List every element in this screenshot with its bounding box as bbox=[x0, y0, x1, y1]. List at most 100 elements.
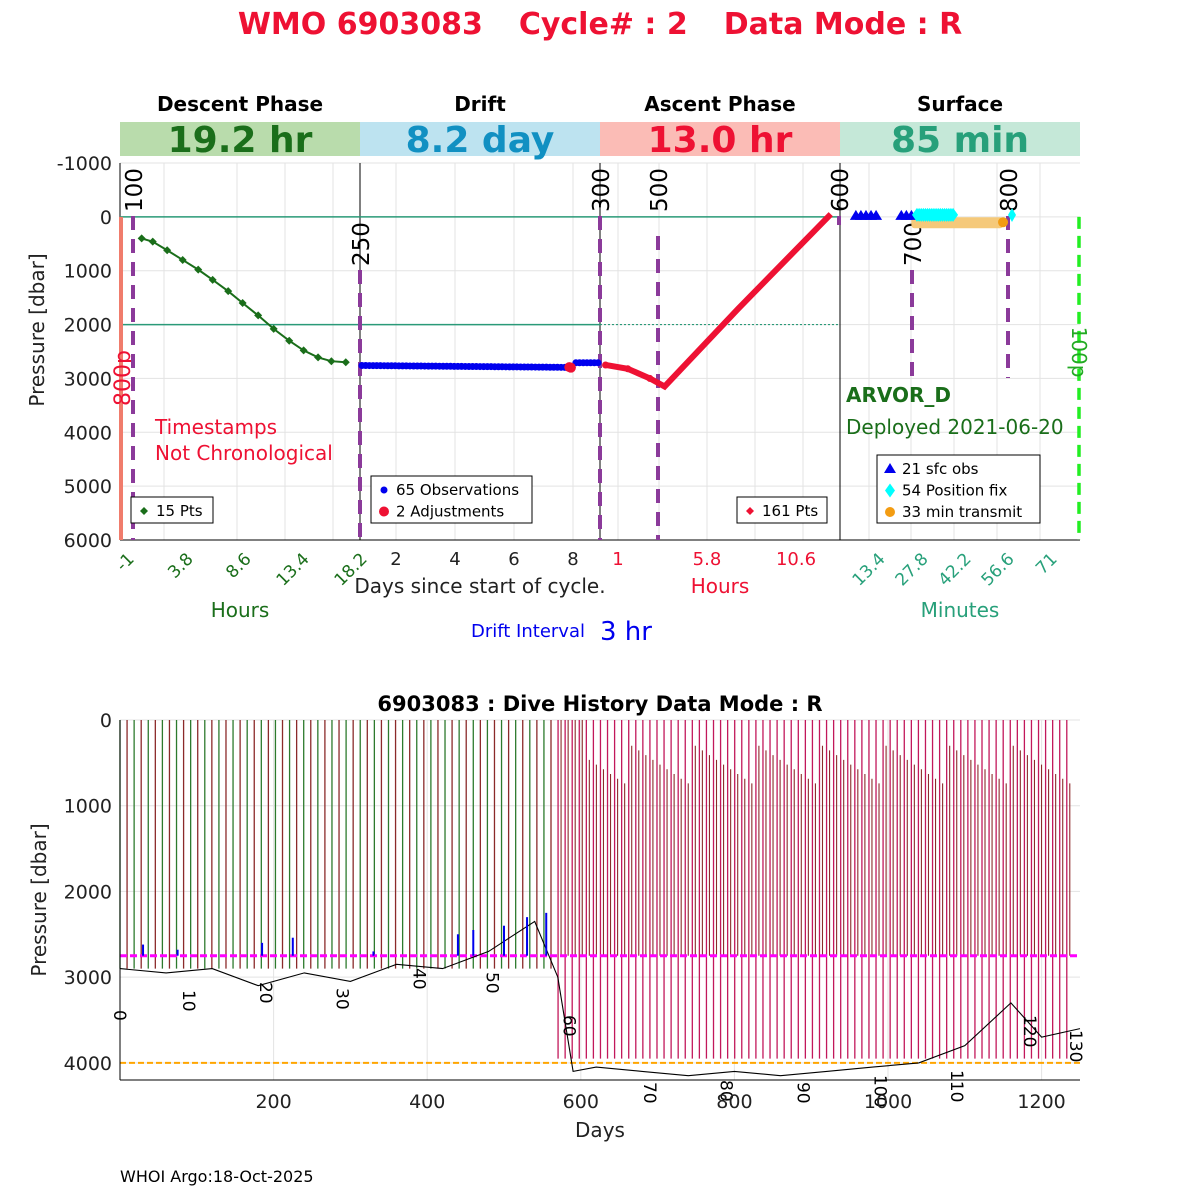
y-tick-label: 0 bbox=[100, 710, 112, 732]
surface-tick: 56.6 bbox=[978, 549, 1019, 590]
legend-label: 54 Position fix bbox=[902, 482, 1007, 500]
cycle-number-label: 90 bbox=[793, 1082, 813, 1104]
top-chart: Descent Phase 19.2 hr Drift 8.2 day Ascent P… bbox=[25, 92, 1091, 647]
legend-marker bbox=[379, 506, 389, 517]
descent-tick: -1 bbox=[112, 549, 138, 575]
x-tick-label: 1200 bbox=[1017, 1091, 1065, 1113]
footer-text: WHOI Argo:18-Oct-2025 bbox=[120, 1167, 314, 1186]
drift-interval-value: 3 hr bbox=[600, 617, 652, 647]
cycle-number-label: 0 bbox=[109, 1010, 129, 1021]
cycle-number-label: 120 bbox=[1019, 1015, 1039, 1047]
ascent-tick: 5.8 bbox=[693, 549, 722, 570]
legend-marker bbox=[885, 483, 895, 498]
legend-descent: 15 Pts bbox=[130, 496, 214, 524]
descent-point bbox=[238, 299, 247, 308]
phase-duration: 19.2 hr bbox=[168, 120, 313, 161]
legend-box bbox=[370, 475, 533, 524]
y-tick-label: 4000 bbox=[64, 1053, 112, 1075]
descent-point bbox=[314, 353, 323, 362]
cycle-number-label: 50 bbox=[481, 972, 501, 994]
y-tick-label: 2000 bbox=[64, 315, 112, 337]
cycle-number-label: 110 bbox=[946, 1070, 966, 1102]
float-model: ARVOR_D bbox=[846, 383, 951, 407]
cycle-number-label: 80 bbox=[716, 1080, 736, 1102]
ascent-point bbox=[646, 374, 654, 382]
descent-point bbox=[194, 265, 203, 274]
drift-tick: 4 bbox=[449, 549, 460, 570]
surface-tick: 42.2 bbox=[935, 549, 976, 590]
descent-axis-label: Hours bbox=[211, 598, 270, 622]
surface-transmit-end bbox=[998, 217, 1009, 228]
main-title: WMO 6903083 Cycle# : 2 Data Mode : R bbox=[238, 7, 962, 42]
x-tick-label: 1000 bbox=[864, 1091, 912, 1113]
cycle-marker-number: 800 bbox=[997, 168, 1023, 212]
dive-history-title: 6903083 : Dive History Data Mode : R bbox=[377, 692, 822, 716]
y-tick-label: 4000 bbox=[64, 422, 112, 444]
phase-band bbox=[120, 122, 360, 156]
legend-drift: 65 Observations 2 Adjustments bbox=[370, 475, 533, 524]
phase-title: Drift bbox=[454, 92, 506, 116]
cycle-marker-number: 500 bbox=[647, 168, 673, 212]
drift-tick: 6 bbox=[508, 549, 519, 570]
phase-band bbox=[600, 122, 840, 156]
position-fix-point bbox=[948, 207, 959, 222]
deployed-date: Deployed 2021-06-20 bbox=[846, 415, 1064, 439]
profile-label: 100p bbox=[1067, 327, 1091, 378]
x-axis-label: Days bbox=[575, 1118, 625, 1142]
position-fix-point bbox=[1008, 208, 1016, 222]
profile-depth-trace bbox=[119, 920, 1081, 1077]
legend-label: 21 sfc obs bbox=[902, 460, 979, 478]
y-axis-label: Pressure [dbar] bbox=[25, 253, 49, 406]
phase-title: Descent Phase bbox=[157, 92, 323, 116]
drift-interval-label: Drift Interval bbox=[471, 621, 585, 642]
y-tick-label: -1000 bbox=[57, 153, 112, 175]
descent-tick: 3.8 bbox=[164, 549, 197, 582]
title-mode: Data Mode : R bbox=[724, 7, 962, 42]
legend-label: 15 Pts bbox=[156, 502, 203, 520]
cycle-marker-number: 700 bbox=[901, 222, 927, 266]
x-tick-label: 400 bbox=[409, 1091, 445, 1113]
drift-tick: 2 bbox=[390, 549, 401, 570]
legend-marker bbox=[380, 486, 388, 494]
legend-marker bbox=[746, 507, 754, 515]
drift-tick: 8 bbox=[567, 549, 578, 570]
descent-point bbox=[285, 336, 294, 345]
descent-point bbox=[254, 311, 263, 320]
timestamps-note-line2: Not Chronological bbox=[155, 441, 333, 465]
legend-marker bbox=[885, 507, 895, 517]
y-tick-label: 1000 bbox=[64, 261, 112, 283]
ascent-axis-label: Hours bbox=[691, 574, 750, 598]
y-tick-label: 2000 bbox=[64, 881, 112, 903]
descent-point bbox=[178, 255, 187, 264]
surface-obs-point bbox=[870, 209, 883, 220]
legend-marker bbox=[140, 507, 148, 515]
drift-point bbox=[594, 359, 602, 367]
y-tick-label: 3000 bbox=[64, 967, 112, 989]
y-axis-label: Pressure [dbar] bbox=[27, 823, 51, 976]
cycle-number-label: 100 bbox=[869, 1075, 889, 1107]
cycle-marker-number: 600 bbox=[828, 168, 854, 212]
cycle-number-label: 130 bbox=[1065, 1030, 1085, 1062]
descent-point bbox=[299, 346, 308, 355]
surface-tick: 71 bbox=[1032, 549, 1061, 578]
surface-tick: 13.4 bbox=[849, 549, 890, 590]
descent-point bbox=[269, 324, 278, 333]
y-tick-label: 3000 bbox=[64, 368, 112, 390]
y-tick-label: 0 bbox=[100, 207, 112, 229]
cycle-number-label: 60 bbox=[558, 1015, 578, 1037]
phase-duration: 85 min bbox=[891, 120, 1029, 161]
phase-duration: 8.2 day bbox=[406, 120, 555, 161]
phase-band bbox=[840, 122, 1080, 156]
descent-point bbox=[341, 358, 350, 367]
cycle-number-label: 30 bbox=[332, 988, 352, 1010]
phase-band bbox=[360, 122, 600, 156]
descent-point bbox=[148, 237, 157, 246]
phase-title: Surface bbox=[917, 92, 1003, 116]
drift-axis-label: Days since start of cycle. bbox=[354, 574, 605, 598]
cycle-marker-number: 300 bbox=[589, 168, 615, 212]
descent-point bbox=[163, 246, 172, 255]
cycle-number-label: 40 bbox=[409, 968, 429, 990]
cycle-number-label: 10 bbox=[178, 990, 198, 1012]
surface-tick: 27.8 bbox=[892, 549, 933, 590]
